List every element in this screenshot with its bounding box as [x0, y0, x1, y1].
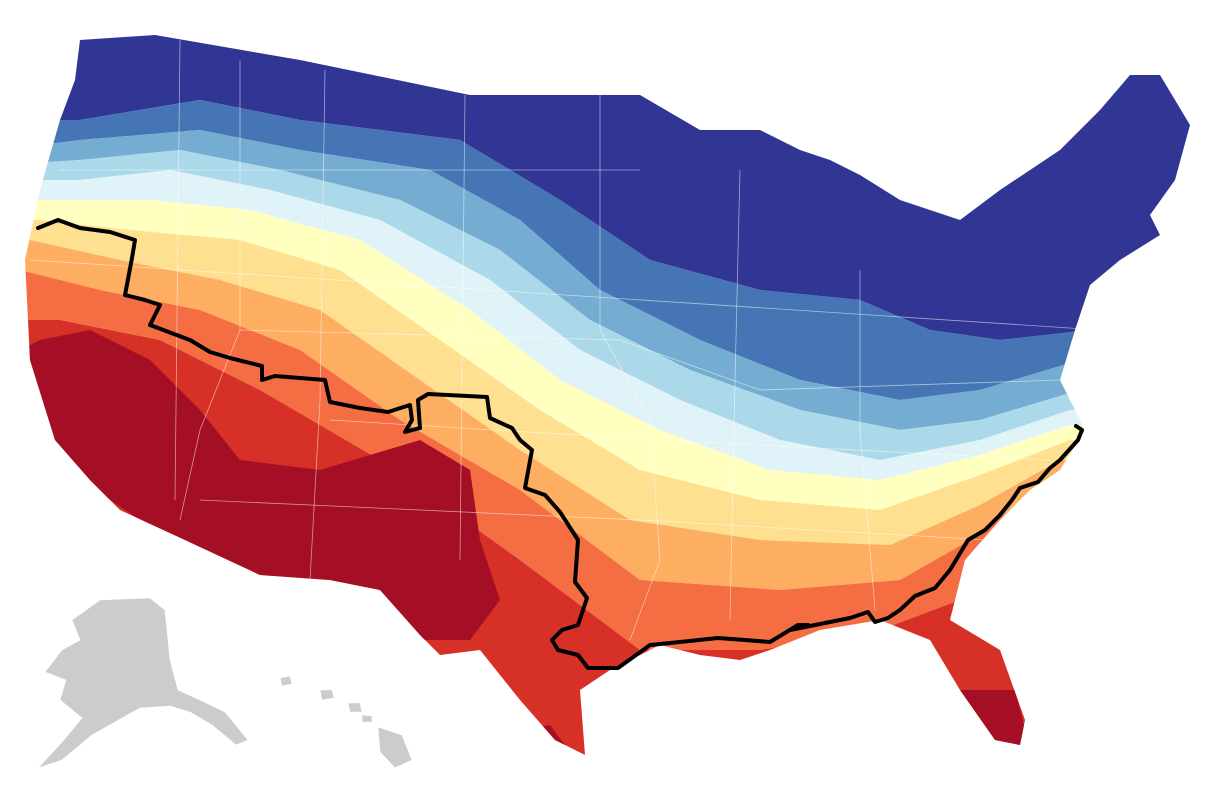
band-orange — [25, 240, 1190, 590]
hawaii-inset — [279, 675, 413, 769]
band-light-orange — [25, 220, 1190, 545]
band-orange-red — [25, 270, 1190, 650]
band-mid-blue — [25, 100, 1190, 400]
alaska-inset — [37, 597, 249, 769]
band-pale-yellow — [25, 200, 1190, 510]
highlighted-boundary-line — [36, 218, 1084, 670]
state-borders — [29, 39, 1101, 641]
band-dark-red — [960, 690, 1030, 750]
band-dark-red — [25, 330, 500, 640]
